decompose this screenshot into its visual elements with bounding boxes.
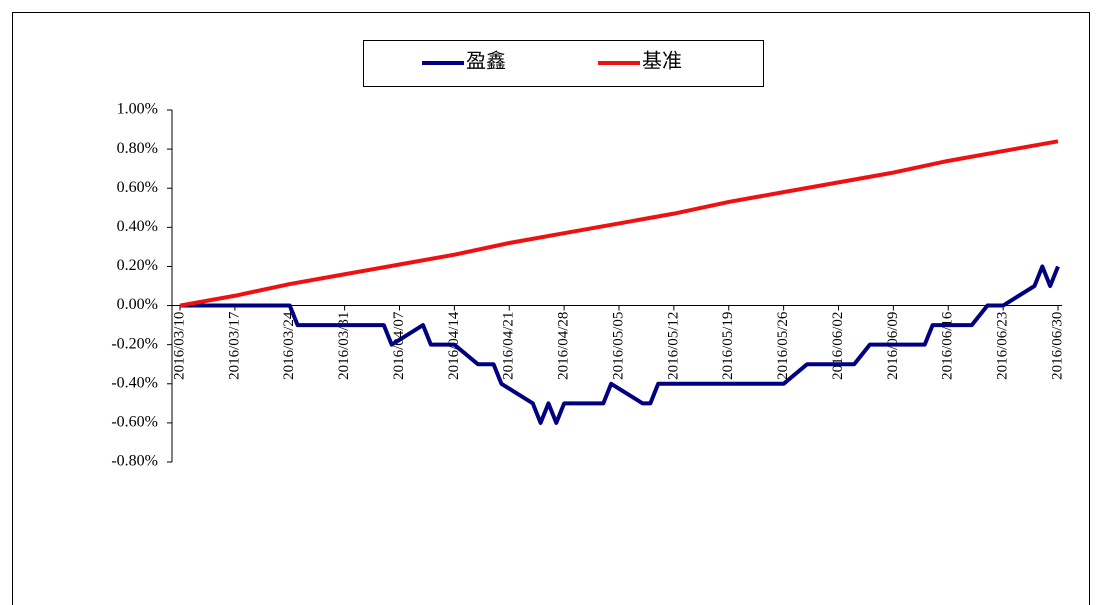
y-tick-label: 0.00% bbox=[117, 296, 158, 313]
legend-label: 基准 bbox=[642, 50, 682, 73]
x-tick-label: 2016/03/24 bbox=[281, 311, 297, 380]
x-tick-label: 2016/06/02 bbox=[830, 312, 846, 380]
series-line bbox=[180, 264, 1060, 425]
chart-frame bbox=[12, 12, 1090, 605]
y-tick-label: 0.60% bbox=[117, 179, 158, 196]
y-tick-label: 1.00% bbox=[117, 101, 158, 118]
x-tick-label: 2016/04/07 bbox=[391, 311, 407, 380]
series-line bbox=[179, 139, 1059, 308]
x-tick-label: 2016/03/10 bbox=[171, 312, 187, 380]
x-tick-label: 2016/03/17 bbox=[226, 311, 242, 380]
x-tick-label: 2016/06/16 bbox=[940, 311, 956, 380]
x-tick-label: 2016/04/28 bbox=[556, 312, 572, 380]
y-tick-label: -0.40% bbox=[111, 374, 158, 391]
x-tick-label: 2016/06/23 bbox=[995, 312, 1011, 380]
x-tick-label: 2016/05/26 bbox=[775, 311, 791, 380]
x-tick-label: 2016/05/12 bbox=[665, 312, 681, 380]
x-tick-label: 2016/05/05 bbox=[610, 312, 626, 380]
y-tick-label: 0.80% bbox=[117, 140, 158, 157]
x-tick-label: 2016/06/30 bbox=[1049, 312, 1065, 380]
legend-label: 盈鑫 bbox=[466, 50, 506, 73]
y-tick-label: -0.60% bbox=[111, 414, 158, 431]
y-tick-label: -0.80% bbox=[111, 453, 158, 470]
y-tick-label: -0.20% bbox=[111, 335, 158, 352]
y-tick-label: 0.20% bbox=[117, 257, 158, 274]
y-tick-label: 0.40% bbox=[117, 218, 158, 235]
x-tick-label: 2016/04/21 bbox=[501, 312, 517, 380]
x-tick-label: 2016/03/31 bbox=[336, 312, 352, 380]
x-tick-label: 2016/05/19 bbox=[720, 312, 736, 380]
